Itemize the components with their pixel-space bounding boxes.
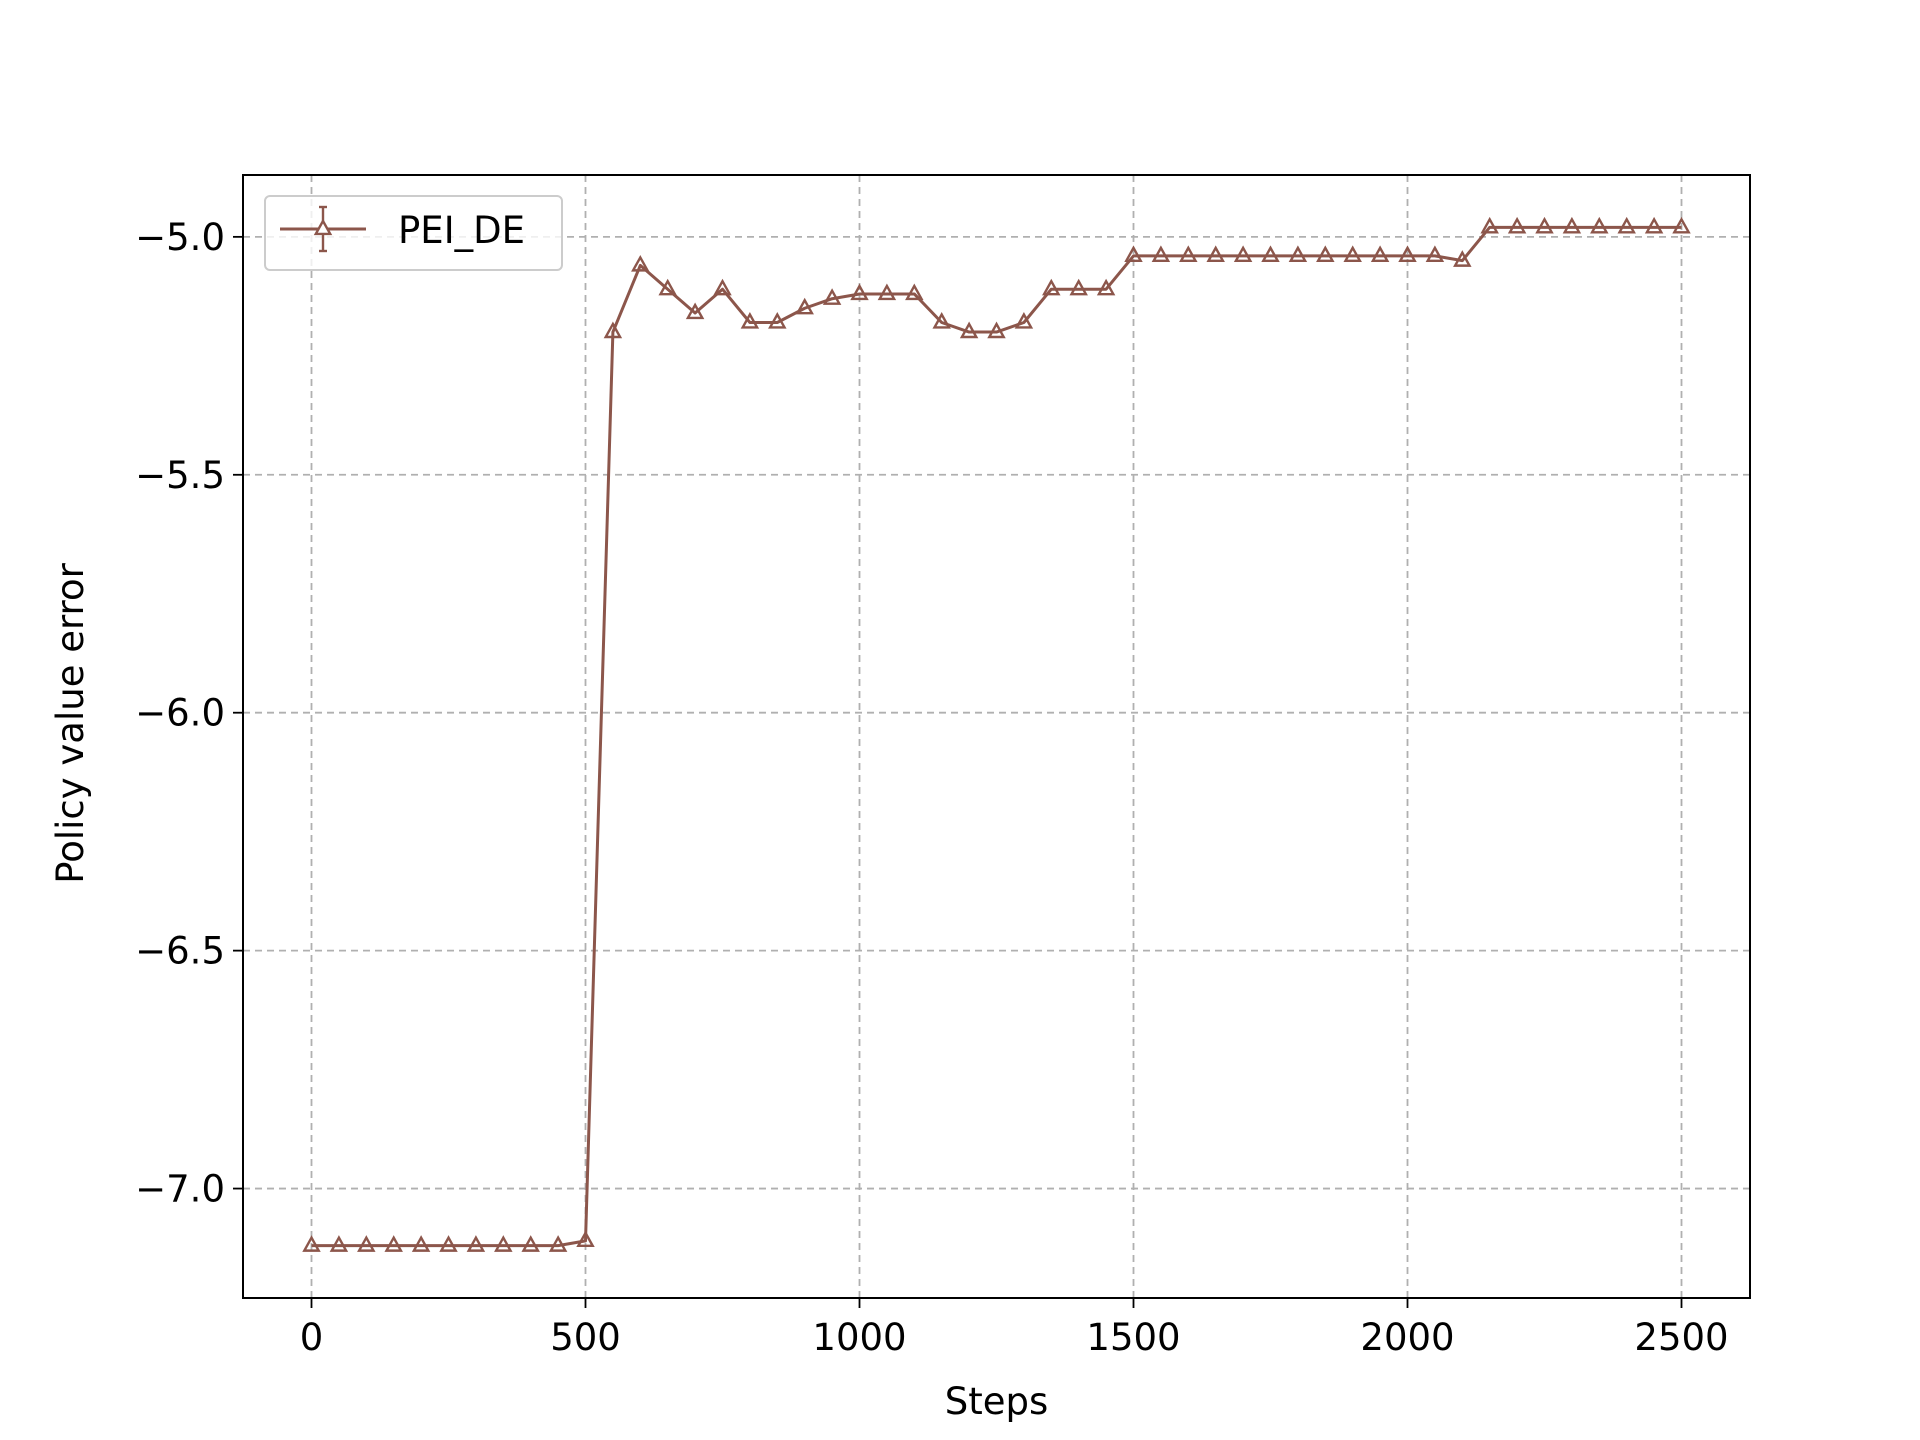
data-point-marker: [1370, 245, 1390, 263]
plot-frame: [242, 174, 1751, 1299]
data-point-marker: [932, 312, 951, 329]
data-point-marker: [1179, 245, 1198, 263]
legend-label-pei-de: PEI_DE: [398, 209, 525, 252]
data-point-marker: [1644, 216, 1664, 234]
data-point-marker: [411, 1235, 431, 1252]
data-point-marker: [1261, 245, 1280, 263]
data-point-marker: [631, 254, 650, 272]
data-point-marker: [1535, 216, 1554, 234]
data-point-marker: [1069, 278, 1088, 296]
data-point-marker: [1096, 278, 1116, 296]
data-point-marker: [850, 283, 869, 301]
data-point-marker: [713, 278, 732, 296]
data-point-marker: [1151, 245, 1171, 263]
data-point-marker: [1453, 250, 1472, 267]
legend-box: [264, 195, 563, 271]
data-point-marker: [384, 1235, 403, 1252]
x-axis-label: Steps: [945, 1380, 1049, 1423]
data-point-marker: [658, 278, 677, 296]
y-axis-label: Policy value error: [49, 562, 92, 883]
data-point-marker: [795, 297, 814, 315]
x-tick-label: 2500: [1634, 1316, 1728, 1359]
data-point-marker: [1507, 216, 1527, 234]
data-point-marker: [959, 321, 979, 339]
data-point-marker: [822, 288, 842, 305]
x-tick-label: 1500: [1086, 1316, 1180, 1359]
axis-ticks: 0 500 1000 1500 2000 2500 −7.0 −6.5 −6.0 −5.5 −5.0: [135, 216, 1728, 1359]
data-point-marker: [987, 321, 1006, 339]
data-point-marker: [1288, 245, 1308, 263]
data-point-marker: [905, 283, 924, 301]
data-point-marker: [1042, 278, 1061, 296]
y-tick-label: −5.0: [135, 216, 225, 259]
data-point-marker: [1398, 245, 1417, 263]
y-tick-label: −5.5: [135, 454, 225, 497]
data-point-marker: [1562, 216, 1582, 234]
legend: PEI_DE: [264, 195, 563, 271]
data-point-marker: [439, 1235, 458, 1252]
data-point-marker: [1124, 245, 1143, 263]
x-tick-label: 1000: [812, 1316, 906, 1359]
data-point-marker: [877, 283, 897, 301]
data-point-marker: [1590, 216, 1609, 234]
data-point-marker: [576, 1230, 595, 1248]
y-tick-label: −6.0: [135, 692, 225, 735]
data-point-marker: [466, 1235, 486, 1252]
data-point-marker: [1233, 245, 1253, 263]
data-point-marker: [1480, 216, 1499, 234]
data-point-marker: [329, 1235, 349, 1252]
data-point-marker: [1343, 245, 1362, 263]
data-point-marker: [1617, 216, 1636, 234]
data-point-marker: [603, 321, 623, 339]
data-point-marker: [740, 312, 760, 329]
data-point-marker: [357, 1235, 376, 1252]
legend-handle: [280, 205, 366, 253]
data-point-marker: [521, 1235, 540, 1252]
x-tick-label: 0: [300, 1316, 324, 1359]
data-point-marker: [768, 312, 787, 329]
data-point-marker: [302, 1235, 321, 1252]
data-point-marker: [1425, 245, 1445, 263]
data-point-marker: [494, 1235, 513, 1252]
data-point-marker: [685, 302, 705, 320]
data-point-marker: [1206, 245, 1225, 263]
x-tick-label: 500: [550, 1316, 621, 1359]
legend-marker: [313, 218, 333, 236]
series-layer: [302, 216, 1691, 1252]
x-tick-label: 2000: [1360, 1316, 1454, 1359]
data-point-marker: [548, 1235, 568, 1252]
data-point-marker: [1672, 216, 1691, 234]
y-tick-label: −7.0: [135, 1168, 225, 1211]
series-line-pei-de: [311, 225, 1682, 1248]
y-tick-label: −6.5: [135, 930, 225, 973]
data-point-marker: [1316, 245, 1335, 263]
data-point-marker: [1014, 312, 1034, 329]
